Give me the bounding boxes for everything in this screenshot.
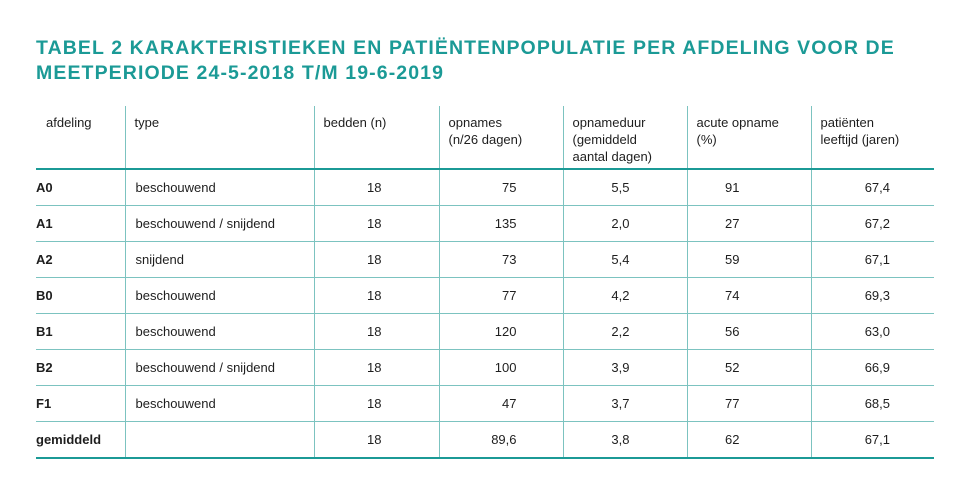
cell-acute-opname: 27: [686, 205, 811, 242]
cell-afdeling: A1: [36, 205, 125, 242]
cell-opnameduur: 3,8: [562, 421, 687, 459]
cell-opnames: 77: [438, 277, 563, 314]
cell-opnames: 75: [438, 169, 563, 206]
header-line: aantal dagen): [572, 149, 653, 164]
cell-leeftijd: 69,3: [810, 277, 934, 314]
table-row: B2 beschouwend / snijdend 18 100 3,9 52 66,9: [36, 349, 934, 386]
table-body: A0 beschouwend 18 75 5,5 91 67,4 A1 beschouwend …: [36, 169, 934, 459]
cell-afdeling: B1: [36, 313, 125, 350]
header-line: patiënten: [820, 115, 875, 130]
table-row: B1 beschouwend 18 120 2,2 56 63,0: [36, 313, 934, 350]
header-line: acute opname: [696, 115, 779, 130]
header-line: afdeling: [46, 115, 92, 130]
cell-leeftijd: 68,5: [810, 385, 934, 422]
cell-bedden: 18: [313, 385, 439, 422]
data-table: afdeling type bedden (n) opnames (n/26 d…: [36, 106, 934, 459]
table-row: A0 beschouwend 18 75 5,5 91 67,4: [36, 169, 934, 206]
table-row: F1 beschouwend 18 47 3,7 77 68,5: [36, 385, 934, 422]
cell-type: beschouwend / snijdend: [124, 349, 314, 386]
cell-leeftijd: 67,2: [810, 205, 934, 242]
cell-opnameduur: 2,2: [562, 313, 687, 350]
header-line: leeftijd (jaren): [820, 132, 900, 147]
header-type: type: [124, 106, 314, 170]
header-opnames: opnames (n/26 dagen): [438, 106, 563, 170]
cell-leeftijd: 67,1: [810, 241, 934, 278]
table-row: A1 beschouwend / snijdend 18 135 2,0 27 67,2: [36, 205, 934, 242]
cell-leeftijd: 67,1: [810, 421, 934, 459]
cell-bedden: 18: [313, 277, 439, 314]
header-line: opnames: [448, 115, 502, 130]
average-row: gemiddeld 18 89,6 3,8 62 67,1: [36, 421, 934, 459]
cell-leeftijd: 63,0: [810, 313, 934, 350]
cell-leeftijd: 66,9: [810, 349, 934, 386]
header-line: (gemiddeld: [572, 132, 637, 147]
header-line: (%): [696, 132, 717, 147]
cell-opnameduur: 2,0: [562, 205, 687, 242]
cell-bedden: 18: [313, 241, 439, 278]
cell-bedden: 18: [313, 421, 439, 459]
cell-acute-opname: 56: [686, 313, 811, 350]
cell-type: beschouwend: [124, 385, 314, 422]
table-row: B0 beschouwend 18 77 4,2 74 69,3: [36, 277, 934, 314]
cell-bedden: 18: [313, 313, 439, 350]
header-acute-opname: acute opname (%): [686, 106, 811, 170]
header-line: bedden (n): [323, 115, 387, 130]
cell-opnames: 73: [438, 241, 563, 278]
cell-leeftijd: 67,4: [810, 169, 934, 206]
cell-opnames: 89,6: [438, 421, 563, 459]
cell-type: snijdend: [124, 241, 314, 278]
header-line: type: [134, 115, 160, 130]
cell-opnameduur: 3,7: [562, 385, 687, 422]
cell-afdeling: gemiddeld: [36, 421, 125, 459]
cell-afdeling: B0: [36, 277, 125, 314]
cell-acute-opname: 59: [686, 241, 811, 278]
cell-acute-opname: 91: [686, 169, 811, 206]
cell-afdeling: F1: [36, 385, 125, 422]
cell-acute-opname: 74: [686, 277, 811, 314]
header-line: (n/26 dagen): [448, 132, 523, 147]
cell-opnameduur: 3,9: [562, 349, 687, 386]
header-afdeling: afdeling: [36, 106, 125, 170]
cell-afdeling: A2: [36, 241, 125, 278]
cell-afdeling: B2: [36, 349, 125, 386]
cell-opnames: 47: [438, 385, 563, 422]
cell-type: beschouwend: [124, 169, 314, 206]
table-title: TABEL 2 KARAKTERISTIEKEN EN PATIËNTENPOP…: [36, 37, 895, 84]
header-opnameduur: opnameduur (gemiddeld aantal dagen): [562, 106, 687, 170]
cell-opnameduur: 5,5: [562, 169, 687, 206]
cell-acute-opname: 52: [686, 349, 811, 386]
cell-opnames: 100: [438, 349, 563, 386]
cell-opnames: 120: [438, 313, 563, 350]
cell-type: [124, 421, 314, 459]
header-bedden: bedden (n): [313, 106, 439, 170]
cell-type: beschouwend / snijdend: [124, 205, 314, 242]
cell-acute-opname: 77: [686, 385, 811, 422]
cell-type: beschouwend: [124, 313, 314, 350]
cell-acute-opname: 62: [686, 421, 811, 459]
table-row: A2 snijdend 18 73 5,4 59 67,1: [36, 241, 934, 278]
header-leeftijd: patiënten leeftijd (jaren): [810, 106, 934, 170]
cell-bedden: 18: [313, 169, 439, 206]
cell-type: beschouwend: [124, 277, 314, 314]
header-line: opnameduur: [572, 115, 646, 130]
cell-bedden: 18: [313, 205, 439, 242]
cell-bedden: 18: [313, 349, 439, 386]
cell-opnameduur: 5,4: [562, 241, 687, 278]
header-row: afdeling type bedden (n) opnames (n/26 d…: [36, 106, 934, 170]
cell-afdeling: A0: [36, 169, 125, 206]
cell-opnameduur: 4,2: [562, 277, 687, 314]
cell-opnames: 135: [438, 205, 563, 242]
